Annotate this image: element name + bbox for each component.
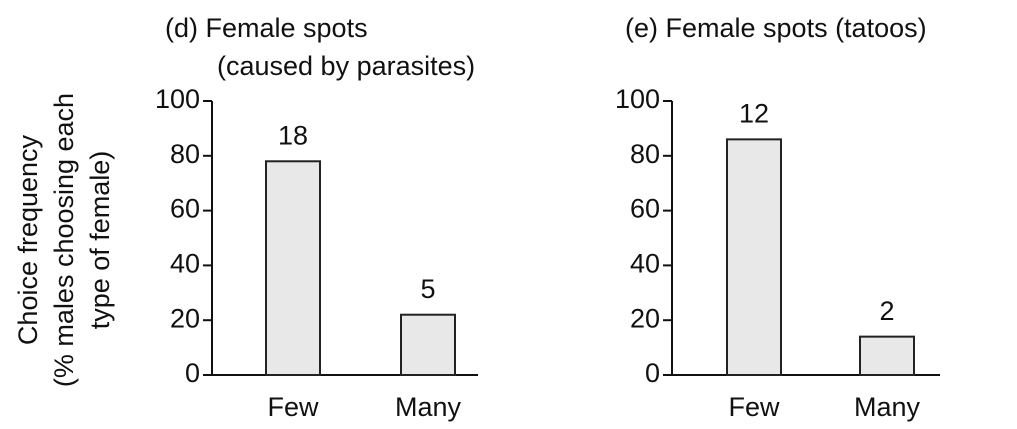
y-tick-label: 60	[630, 194, 660, 224]
count-label: 2	[879, 296, 894, 326]
y-tick-label: 40	[630, 249, 660, 279]
y-axis-label: Choice frequency	[13, 134, 43, 345]
y-tick-label: 100	[155, 84, 200, 114]
bar	[265, 160, 321, 376]
y-tick-label: 100	[615, 84, 660, 114]
count-label: 12	[739, 98, 769, 128]
y-tick-label: 20	[170, 303, 200, 333]
count-label: 5	[420, 274, 435, 304]
y-axis-label: type of female)	[85, 151, 115, 330]
chart-title: (d) Female spots	[165, 13, 368, 43]
y-tick-label: 0	[185, 358, 200, 388]
x-tick-label: Few	[267, 392, 319, 422]
x-tick-label: Many	[395, 392, 462, 422]
x-tick-label: Few	[728, 392, 780, 422]
y-tick-label: 60	[170, 194, 200, 224]
bar	[400, 313, 456, 376]
y-tick-label: 0	[645, 358, 660, 388]
count-label: 18	[278, 120, 308, 150]
chart-title: (e) Female spots (tatoos)	[625, 13, 927, 43]
x-tick-label: Many	[854, 392, 921, 422]
y-tick-label: 80	[170, 139, 200, 169]
bar	[859, 335, 915, 377]
y-tick-label: 80	[630, 139, 660, 169]
y-axis-label: (% males choosing each	[49, 93, 79, 387]
y-tick-label: 40	[170, 249, 200, 279]
chart-title: (caused by parasites)	[217, 51, 475, 81]
bar	[726, 138, 782, 376]
y-tick-label: 20	[630, 303, 660, 333]
